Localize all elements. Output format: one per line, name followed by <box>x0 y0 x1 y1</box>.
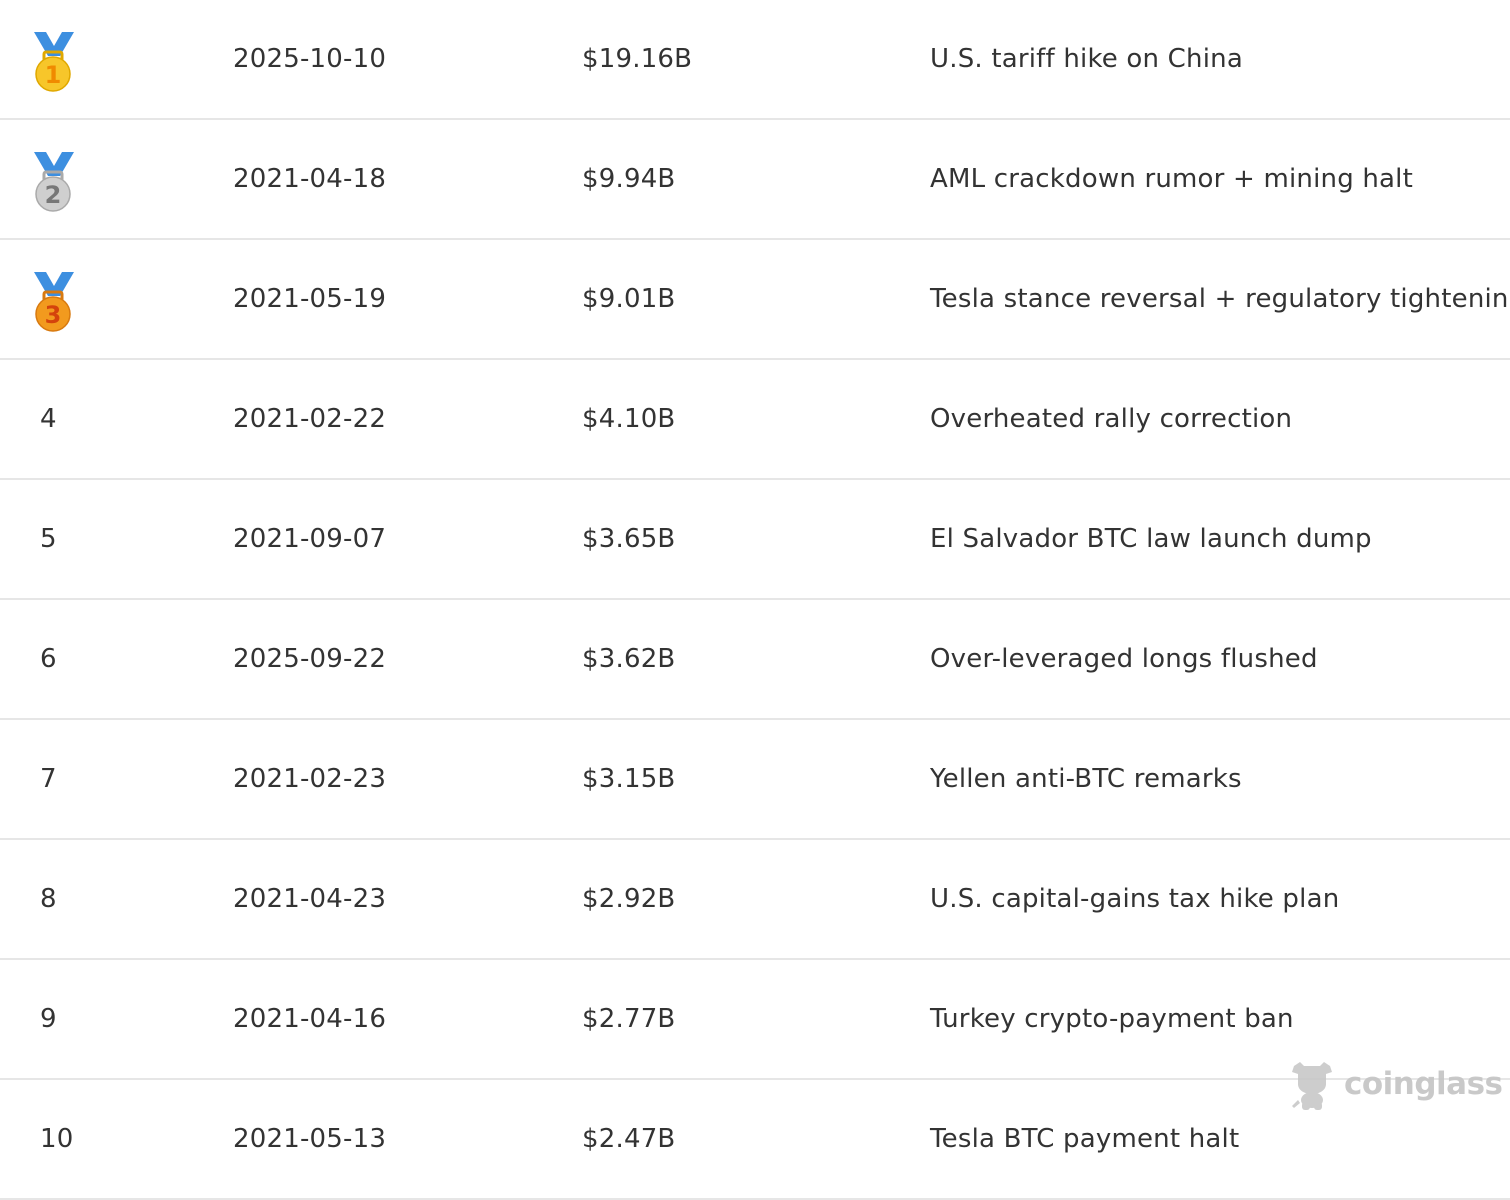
silver-medal-icon: 2 <box>30 150 76 212</box>
liquidation-amount-cell: $9.01B <box>582 284 676 314</box>
reason-cell: Turkey crypto-payment ban <box>930 1004 1294 1034</box>
table-row: 5 2021-09-07 $3.65B El Salvador BTC law lau… <box>0 480 1510 600</box>
reason-cell: U.S. capital-gains tax hike plan <box>930 884 1340 914</box>
reason-cell: Tesla stance reversal + regulatory tight… <box>930 284 1510 314</box>
date-cell: 2021-05-19 <box>233 284 387 314</box>
liquidation-amount-cell: $3.65B <box>582 524 676 554</box>
reason-cell: Tesla BTC payment halt <box>930 1124 1240 1154</box>
coinglass-watermark-text: coinglass <box>1344 1066 1503 1102</box>
liquidation-amount-cell: $2.47B <box>582 1124 676 1154</box>
table-row: 6 2025-09-22 $3.62B Over-leveraged longs fl… <box>0 600 1510 720</box>
table-row: 10 2021-05-13 $2.47B Tesla BTC payment halt <box>0 1080 1510 1200</box>
reason-cell: U.S. tariff hike on China <box>930 44 1243 74</box>
reason-cell: Over-leveraged longs flushed <box>930 644 1318 674</box>
rank-cell: 8 <box>40 884 57 914</box>
rank-cell: 5 <box>40 524 57 554</box>
table-row: 7 2021-02-23 $3.15B Yellen anti-BTC remarks <box>0 720 1510 840</box>
coinglass-mascot-icon <box>1292 1062 1332 1110</box>
date-cell: 2025-09-22 <box>233 644 387 674</box>
liquidation-amount-cell: $2.92B <box>582 884 676 914</box>
liquidation-amount-cell: $4.10B <box>582 404 676 434</box>
table-row: 4 2021-02-22 $4.10B Overheated rally correc… <box>0 360 1510 480</box>
reason-cell: Overheated rally correction <box>930 404 1293 434</box>
svg-text:3: 3 <box>45 301 62 329</box>
date-cell: 2021-02-22 <box>233 404 387 434</box>
date-cell: 2021-05-13 <box>233 1124 387 1154</box>
date-cell: 2021-04-18 <box>233 164 387 194</box>
svg-text:1: 1 <box>45 61 62 89</box>
rank-cell: 7 <box>40 764 57 794</box>
date-cell: 2021-04-23 <box>233 884 387 914</box>
date-cell: 2021-02-23 <box>233 764 387 794</box>
bronze-medal-icon: 3 <box>30 270 76 332</box>
coinglass-watermark: coinglass <box>1288 1058 1503 1110</box>
gold-medal-icon: 1 <box>30 30 76 92</box>
reason-cell: AML crackdown rumor + mining halt <box>930 164 1413 194</box>
table-row: 3 2021-05-19 $9.01B Tesla stance reversal … <box>0 240 1510 360</box>
liquidation-amount-cell: $3.15B <box>582 764 676 794</box>
table-row: 1 2025-10-10 $19.16B U.S. tariff hike on C… <box>0 0 1510 120</box>
liquidation-amount-cell: $2.77B <box>582 1004 676 1034</box>
reason-cell: Yellen anti-BTC remarks <box>930 764 1242 794</box>
svg-text:2: 2 <box>45 181 62 209</box>
table-row: 9 2021-04-16 $2.77B Turkey crypto-payment b… <box>0 960 1510 1080</box>
table-row: 2 2021-04-18 $9.94B AML crackdown rumor + … <box>0 120 1510 240</box>
reason-cell: El Salvador BTC law launch dump <box>930 524 1372 554</box>
liquidation-amount-cell: $9.94B <box>582 164 676 194</box>
rank-cell: 6 <box>40 644 57 674</box>
table-row: 8 2021-04-23 $2.92B U.S. capital-gains tax … <box>0 840 1510 960</box>
rank-cell: 10 <box>40 1124 74 1154</box>
date-cell: 2021-04-16 <box>233 1004 387 1034</box>
date-cell: 2025-10-10 <box>233 44 387 74</box>
liquidation-amount-cell: $3.62B <box>582 644 676 674</box>
liquidation-amount-cell: $19.16B <box>582 44 693 74</box>
rank-cell: 9 <box>40 1004 57 1034</box>
date-cell: 2021-09-07 <box>233 524 387 554</box>
rank-cell: 4 <box>40 404 57 434</box>
